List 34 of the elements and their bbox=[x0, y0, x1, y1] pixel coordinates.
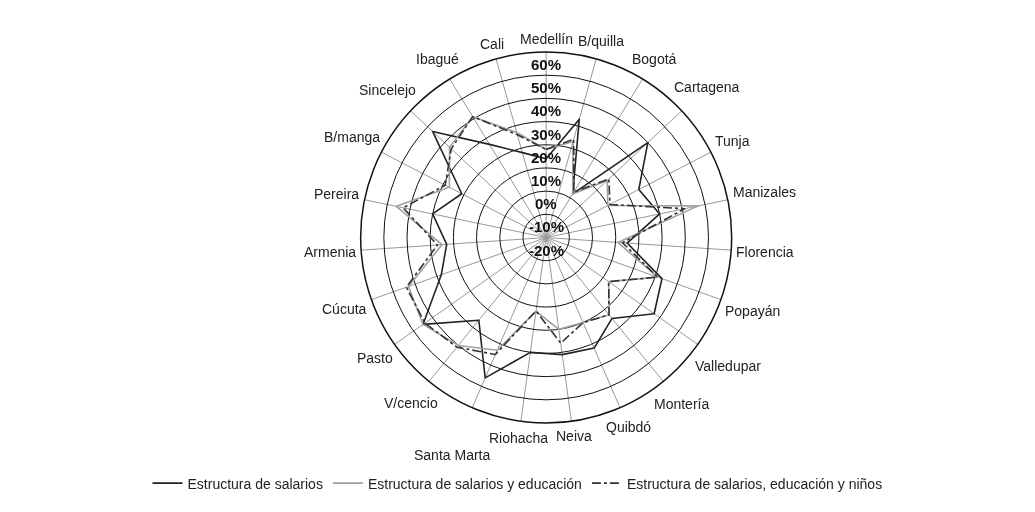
spoke-label: Santa Marta bbox=[414, 447, 491, 463]
spoke-label: Popayán bbox=[725, 303, 781, 319]
y-tick-label: 30% bbox=[531, 126, 562, 143]
spoke-label: V/cencio bbox=[384, 395, 438, 411]
spoke-label: Armenia bbox=[304, 244, 357, 260]
y-tick-label: 50% bbox=[531, 79, 562, 96]
legend-label: Estructura de salarios bbox=[187, 475, 323, 492]
spoke-label: Quibdó bbox=[606, 419, 652, 435]
spoke-label: Medellín bbox=[520, 31, 573, 47]
spoke-label: Cartagena bbox=[674, 79, 740, 95]
y-tick-label: -10% bbox=[529, 218, 565, 235]
spoke-label: Ibagué bbox=[416, 51, 460, 67]
y-tick-label: 0% bbox=[535, 195, 557, 212]
spoke-label: Neiva bbox=[556, 428, 593, 444]
spoke-label: Cúcuta bbox=[322, 301, 367, 317]
spoke-label: Riohacha bbox=[489, 430, 549, 446]
spoke-label: Florencia bbox=[736, 244, 794, 260]
y-tick-label: 60% bbox=[531, 56, 562, 73]
legend-label: Estructura de salarios y educación bbox=[367, 475, 582, 492]
spoke-label: Bogotá bbox=[632, 51, 677, 67]
legend-label: Estructura de salarios, educación y niños bbox=[626, 475, 883, 492]
spoke-label: Tunja bbox=[715, 133, 750, 149]
y-tick-label: 10% bbox=[531, 172, 562, 189]
spoke-label: Pasto bbox=[357, 350, 394, 366]
spoke-label: B/manga bbox=[324, 129, 381, 145]
y-tick-label: 40% bbox=[531, 102, 562, 119]
spoke-label: Pereira bbox=[314, 186, 360, 202]
spoke-label: Sincelejo bbox=[359, 82, 417, 98]
spoke-label: Cali bbox=[480, 36, 505, 52]
spoke-label: Montería bbox=[654, 396, 710, 412]
spoke-label: Manizales bbox=[733, 184, 797, 200]
y-tick-label: -20% bbox=[529, 242, 565, 259]
spoke-label: Valledupar bbox=[695, 358, 762, 374]
spoke-label: B/quilla bbox=[578, 33, 625, 49]
